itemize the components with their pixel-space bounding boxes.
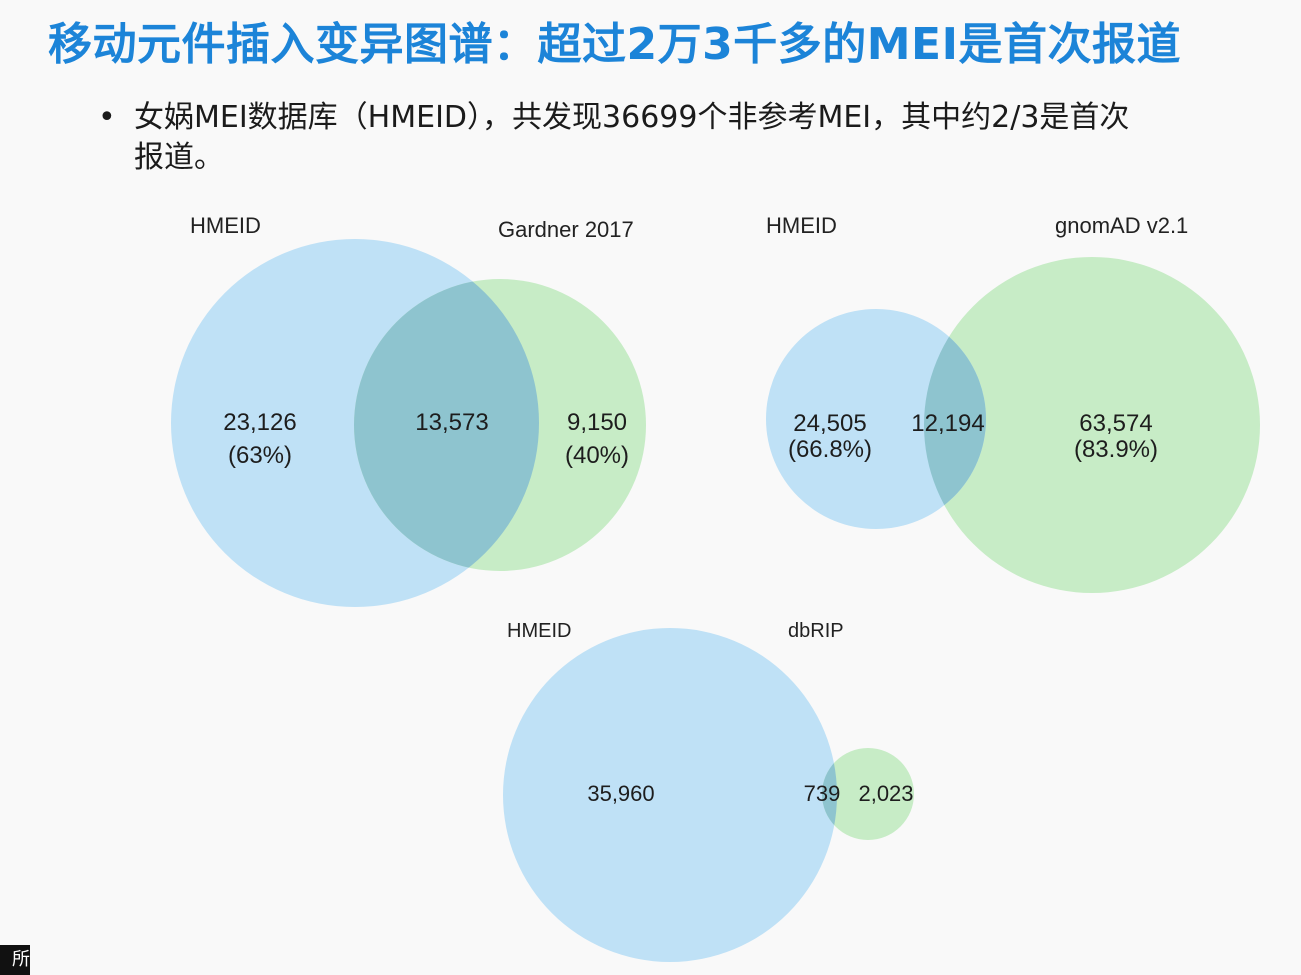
- venn2-overlap-count: 12,194: [911, 410, 984, 437]
- venn1-only-a-count: 23,126: [223, 409, 296, 436]
- venn3-set-a-circle: [503, 628, 837, 962]
- venn2-set-a-circle: [766, 309, 986, 529]
- venn1-only-a-percent: (63%): [228, 442, 292, 469]
- venn3-only-a-count: 35,960: [587, 781, 654, 806]
- bullet-text: 女娲MEI数据库（HMEID），共发现36699个非参考MEI，其中约2/3是首…: [134, 100, 1130, 175]
- corner-watermark: 所: [0, 945, 30, 975]
- venn1-overlap-count: 13,573: [415, 409, 488, 436]
- venn-hmeid-gardner: HMEID Gardner 2017 23,126 (63%) 13,573 9…: [171, 213, 646, 607]
- venn-hmeid-gnomad: HMEID gnomAD v2.1 24,505 (66.8%) 12,194 …: [766, 213, 1260, 593]
- venn3-set-a-label: HMEID: [507, 620, 571, 642]
- venn2-set-a-label: HMEID: [766, 213, 837, 238]
- slide-title: 移动元件插入变异图谱：超过2万3千多的MEI是首次报道: [48, 19, 1181, 70]
- venn1-set-b-label: Gardner 2017: [498, 217, 634, 242]
- venn1-overlap-region: [354, 279, 539, 571]
- venn2-set-b-label: gnomAD v2.1: [1055, 213, 1188, 238]
- venn3-set-b-circle: [822, 748, 914, 840]
- venn3-overlap-count: 739: [804, 781, 841, 806]
- venn1-set-a-label: HMEID: [190, 213, 261, 238]
- venn2-only-b-percent: (83.9%): [1074, 436, 1158, 463]
- venn2-only-a-percent: (66.8%): [788, 436, 872, 463]
- bullet-marker: •: [98, 100, 116, 135]
- venn1-only-b-percent: (40%): [565, 442, 629, 469]
- venn2-set-b-circle: [924, 257, 1260, 593]
- venn2-only-b-count: 63,574: [1079, 410, 1152, 437]
- venn1-only-b-count: 9,150: [567, 409, 627, 436]
- venn2-only-a-count: 24,505: [793, 410, 866, 437]
- venn3-only-b-count: 2,023: [858, 781, 913, 806]
- venn-hmeid-dbrip: HMEID dbRIP 35,960 739 2,023: [503, 620, 914, 962]
- bullet-point: • 女娲MEI数据库（HMEID），共发现36699个非参考MEI，其中约2/3…: [98, 98, 1178, 178]
- venn3-set-b-label: dbRIP: [788, 620, 844, 642]
